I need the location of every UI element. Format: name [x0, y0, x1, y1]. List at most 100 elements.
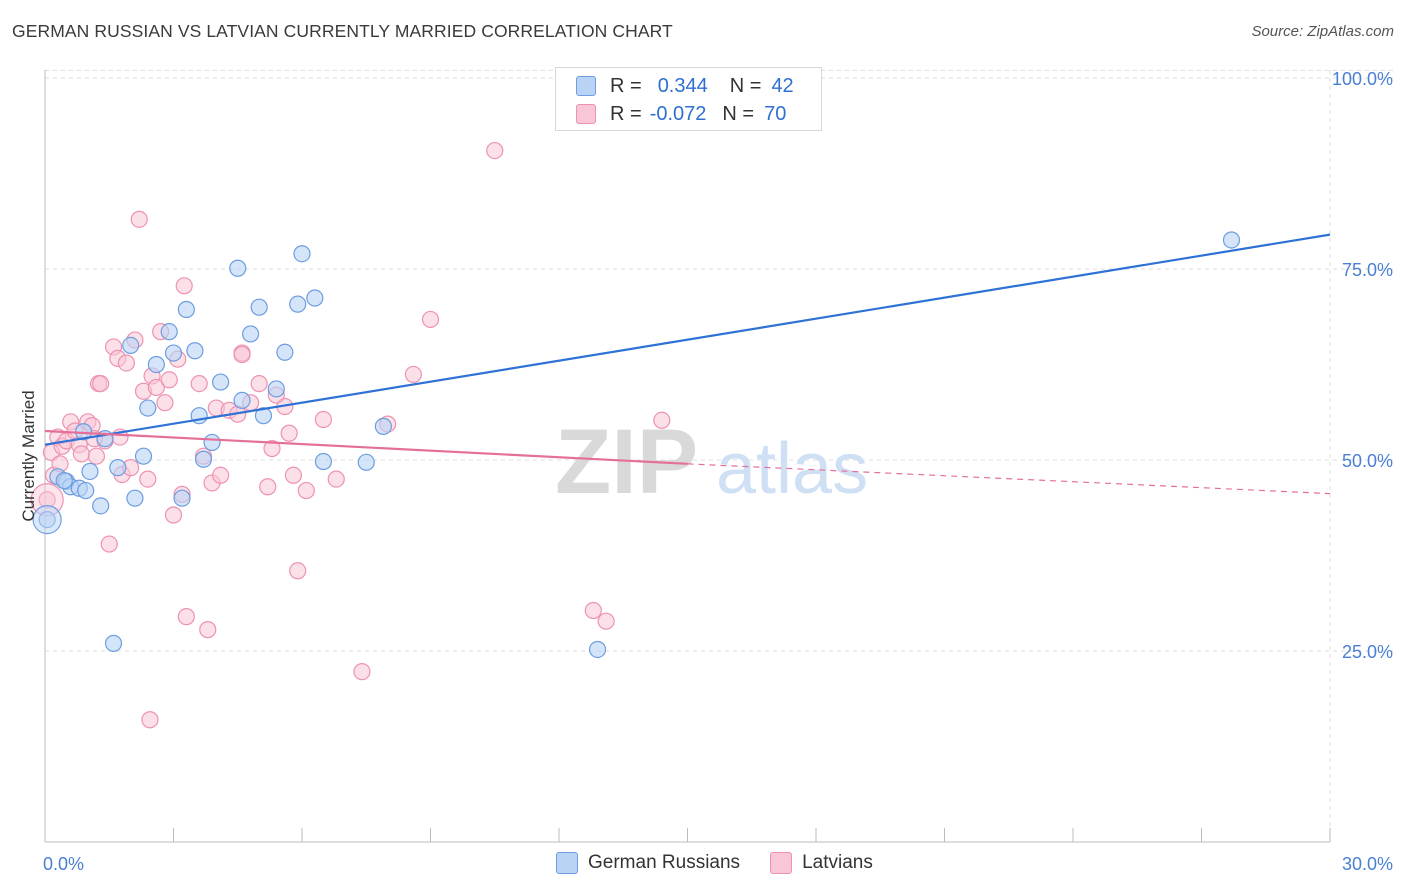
german-russian-point	[242, 325, 260, 343]
german-swatch	[556, 852, 578, 874]
latvian-point	[280, 424, 298, 442]
latvian-point	[100, 535, 118, 553]
german-russian-point	[229, 259, 247, 277]
latvian-point	[250, 375, 268, 393]
latvian-point	[404, 365, 422, 384]
legend-item-german-russians[interactable]: German Russians	[556, 852, 740, 874]
latvian-point	[653, 411, 671, 429]
latvian-point	[263, 439, 281, 458]
n-value: 70	[764, 102, 787, 125]
german-russian-point	[134, 447, 153, 465]
latvian-point	[92, 375, 110, 393]
latvian-point	[297, 481, 315, 500]
latvian-point	[164, 506, 183, 524]
latvian-swatch	[770, 852, 793, 874]
latvian-point	[314, 410, 333, 429]
latvian-point	[212, 466, 230, 484]
german-russian-point	[293, 245, 311, 263]
latvian-point	[139, 470, 157, 488]
german-russian-point	[55, 472, 73, 490]
latvian-point	[284, 466, 303, 484]
latvian-point	[199, 621, 217, 639]
german-russian-point	[212, 373, 230, 391]
latvian-point	[72, 445, 91, 463]
latvian-point	[486, 141, 504, 160]
labels-layer: 25.0% 50.0% 75.0% 100.0% 0.0% 30.0%	[43, 69, 1393, 874]
latvian-point	[117, 354, 135, 372]
latvian-point	[584, 601, 602, 620]
y-tick-label: 50.0%	[1342, 451, 1393, 471]
stats-legend: R = 0.344 N = 42 R = -0.072 N = 70	[555, 67, 822, 131]
german-swatch	[576, 76, 596, 96]
source-label: Source: ZipAtlas.com	[1251, 23, 1394, 40]
x-tick-label: 0.0%	[43, 854, 84, 874]
series-legend: German Russians Latvians	[556, 852, 903, 874]
n-label: N =	[729, 74, 762, 97]
german-russian-point	[276, 343, 294, 361]
german-russian-point	[109, 459, 127, 477]
german-russian-point	[374, 417, 392, 435]
r-value: 0.344	[657, 74, 708, 97]
latvian-swatch	[576, 104, 596, 124]
r-label: R =	[610, 74, 642, 97]
german-russian-point	[254, 407, 273, 425]
latvian-point	[353, 663, 371, 681]
latvian-point	[87, 447, 106, 465]
r-value: -0.072	[649, 102, 707, 125]
german-russian-point	[173, 489, 191, 507]
watermark: ZIP atlas	[555, 411, 868, 513]
german-russian-point	[203, 433, 221, 452]
german-russian-point-cluster	[32, 504, 62, 535]
german-russian-points	[32, 231, 1241, 659]
latvian-point	[147, 378, 165, 397]
latvian-trendline-extension	[687, 463, 1331, 495]
latvian-point	[233, 345, 251, 364]
german-russian-point	[177, 300, 195, 319]
german-russian-point	[81, 462, 99, 481]
german-russian-point	[588, 640, 607, 659]
y-tick-label: 100.0%	[1332, 69, 1393, 89]
y-tick-label: 25.0%	[1342, 642, 1393, 662]
latvian-point	[175, 277, 193, 295]
legend-item-latvians[interactable]: Latvians	[770, 852, 873, 874]
stats-legend-row-german: R = 0.344 N = 42	[556, 72, 794, 100]
german-russian-point	[77, 481, 95, 500]
german-russian-point	[92, 497, 110, 515]
n-value: 42	[771, 74, 794, 97]
latvian-point	[327, 470, 345, 488]
german-russian-point	[289, 295, 307, 313]
latvian-point	[421, 310, 440, 329]
german-russian-point	[194, 450, 213, 468]
german-russian-point	[139, 399, 157, 417]
german-russian-point	[314, 452, 333, 471]
latvian-point	[130, 210, 148, 228]
latvian-point	[156, 394, 174, 412]
german-russian-point	[306, 289, 324, 307]
r-label: R =	[610, 102, 642, 125]
german-russian-point	[147, 355, 165, 374]
german-russian-point	[104, 634, 123, 652]
german-russian-trendline	[44, 233, 1331, 446]
latvian-point	[597, 612, 615, 630]
latvian-point	[190, 375, 208, 393]
latvian-point	[177, 608, 195, 626]
latvian-point	[160, 371, 178, 389]
n-label: N =	[722, 102, 755, 125]
latvian-trendline	[44, 429, 688, 465]
german-russian-point	[122, 336, 140, 354]
watermark-zip: ZIP	[555, 411, 698, 513]
german-russian-point	[1222, 231, 1241, 249]
latvian-point	[289, 562, 307, 580]
x-tick-label: 30.0%	[1342, 854, 1393, 874]
german-russian-point	[164, 344, 183, 362]
chart-title: GERMAN RUSSIAN VS LATVIAN CURRENTLY MARR…	[12, 21, 673, 41]
latvian-point	[259, 478, 277, 496]
german-russian-point	[250, 298, 268, 316]
german-russian-point	[160, 323, 178, 341]
german-russian-point	[233, 391, 251, 410]
legend-label: Latvians	[802, 852, 873, 873]
latvian-point	[141, 711, 159, 729]
legend-label: German Russians	[588, 852, 741, 873]
stats-legend-row-latvian: R = -0.072 N = 70	[556, 100, 786, 128]
